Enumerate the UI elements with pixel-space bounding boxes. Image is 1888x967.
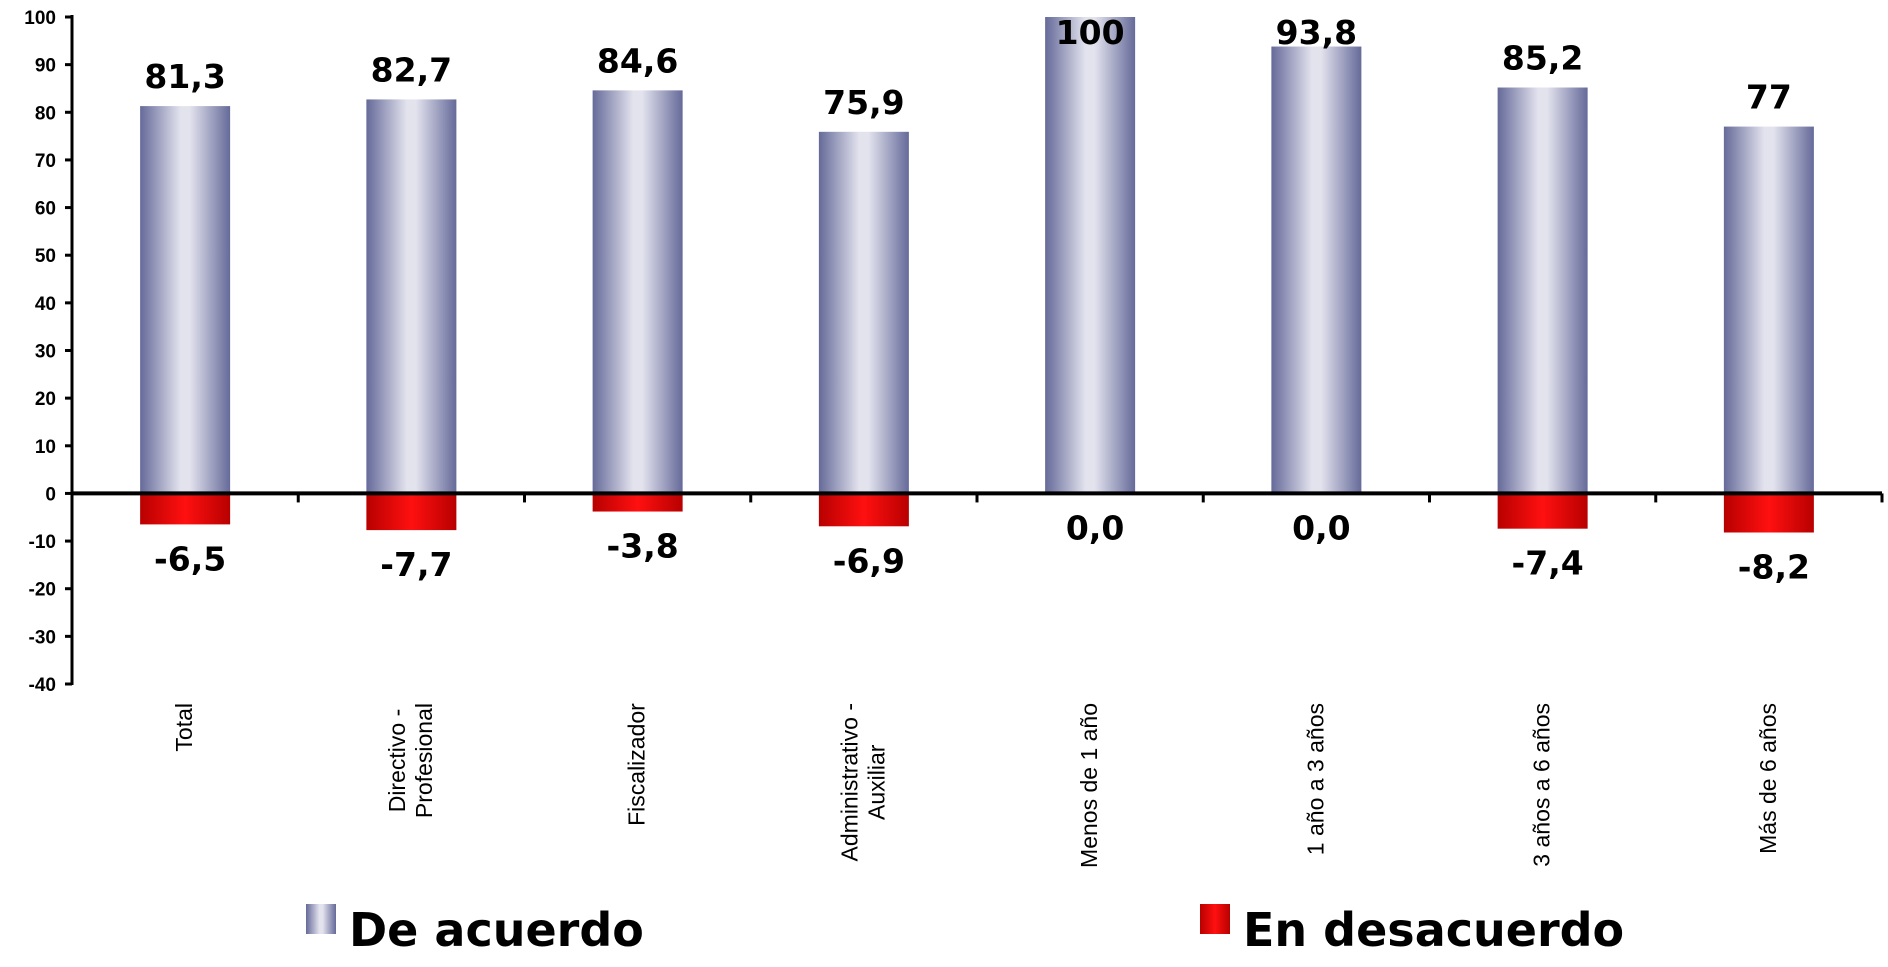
data-label-de-acuerdo: 85,2 — [1502, 39, 1583, 78]
category-label: Administrativo -Auxiliar — [836, 703, 889, 861]
data-label-de-acuerdo: 84,6 — [597, 41, 678, 80]
bar-de-acuerdo — [140, 106, 231, 494]
bar-en-desacuerdo — [592, 493, 683, 512]
legend: De acuerdo En desacuerdo — [306, 903, 1624, 957]
y-tick-label: -30 — [29, 627, 56, 648]
y-tick-label: -20 — [29, 580, 56, 601]
category-label: Fiscalizador — [624, 703, 650, 826]
legend-label-en-desacuerdo: En desacuerdo — [1243, 903, 1624, 957]
bar-de-acuerdo — [1045, 17, 1136, 494]
y-tick-label: 20 — [35, 389, 56, 410]
category-label: 3 años a 6 años — [1529, 703, 1555, 867]
value-labels: 81,3 82,7 84,6 75,9 100 93,8 85,2 77 -6,5 -7,7 -3,… — [144, 13, 1810, 586]
category-label: Directivo -Profesional — [384, 703, 437, 818]
y-tick-label: 40 — [35, 294, 56, 315]
category-label: Menos de 1 año — [1076, 703, 1102, 868]
y-tick-label: 70 — [35, 151, 56, 172]
category-label: Más de 6 años — [1755, 703, 1781, 854]
data-label-en-desacuerdo: -8,2 — [1738, 547, 1810, 586]
data-label-en-desacuerdo: -7,4 — [1512, 544, 1584, 583]
bar-en-desacuerdo — [1723, 493, 1814, 533]
y-tick-label: 10 — [35, 437, 56, 458]
bar-de-acuerdo — [592, 90, 683, 494]
data-label-en-desacuerdo: 0,0 — [1292, 508, 1350, 547]
data-label-en-desacuerdo: -3,8 — [607, 527, 679, 566]
bar-de-acuerdo — [1723, 126, 1814, 494]
data-label-de-acuerdo: 77 — [1746, 78, 1792, 117]
bar-de-acuerdo — [818, 131, 909, 494]
data-label-de-acuerdo: 93,8 — [1276, 13, 1357, 52]
bar-en-desacuerdo — [140, 493, 231, 525]
bar-de-acuerdo — [1497, 87, 1588, 494]
y-tick-label: 90 — [35, 56, 56, 77]
legend-swatch-en-desacuerdo — [1200, 904, 1230, 934]
legend-swatch-de-acuerdo — [306, 904, 336, 934]
y-tick-label: 50 — [35, 246, 56, 267]
data-label-de-acuerdo: 75,9 — [823, 83, 904, 122]
data-label-de-acuerdo: 81,3 — [144, 57, 225, 96]
category-label: Total — [171, 703, 197, 752]
y-tick-label: -40 — [29, 675, 56, 696]
bars — [140, 17, 1814, 533]
bar-en-desacuerdo — [818, 493, 909, 527]
data-label-en-desacuerdo: 0,0 — [1066, 508, 1124, 547]
category-label: 1 año a 3 años — [1302, 703, 1328, 855]
y-tick-label: -10 — [29, 532, 56, 553]
data-label-de-acuerdo: 82,7 — [371, 50, 452, 89]
data-label-en-desacuerdo: -6,5 — [154, 539, 226, 578]
x-axis — [72, 491, 1884, 503]
y-tick-label: 80 — [35, 103, 56, 124]
data-label-en-desacuerdo: -7,7 — [380, 545, 452, 584]
data-label-en-desacuerdo: -6,9 — [833, 541, 905, 580]
data-label-de-acuerdo: 100 — [1056, 13, 1125, 52]
y-tick-label: 60 — [35, 199, 56, 220]
y-tick-label: 30 — [35, 342, 56, 363]
y-tick-label: 100 — [24, 8, 56, 29]
bar-en-desacuerdo — [366, 493, 457, 531]
bar-en-desacuerdo — [1497, 493, 1588, 529]
y-axis: -40 -30 -20 -10 0 10 20 30 40 50 60 70 80 90 100 — [24, 8, 74, 696]
bar-de-acuerdo — [1271, 46, 1362, 494]
bar-de-acuerdo — [366, 99, 457, 494]
category-labels: Total Directivo -Profesional Fiscalizador A… — [171, 703, 1781, 868]
legend-label-de-acuerdo: De acuerdo — [349, 903, 644, 957]
y-tick-label: 0 — [45, 484, 56, 505]
